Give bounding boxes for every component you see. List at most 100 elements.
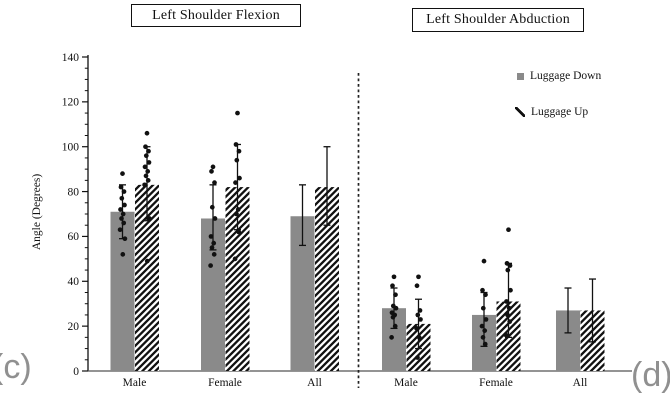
data-point — [415, 312, 421, 318]
data-point — [144, 130, 150, 136]
data-point — [117, 227, 123, 233]
data-point — [507, 319, 513, 325]
data-point — [211, 240, 217, 246]
subfigure-label-c: (c) — [0, 348, 32, 386]
data-point — [120, 211, 126, 217]
data-point — [506, 227, 511, 233]
data-point — [392, 323, 398, 329]
luggage-up-swatch-icon — [515, 107, 525, 117]
data-point — [393, 292, 398, 298]
data-point — [120, 252, 126, 257]
data-point — [503, 332, 509, 338]
x-tick-label-left-shoulder-flexion-all: All — [307, 377, 322, 389]
data-point — [234, 157, 240, 163]
data-point — [145, 169, 151, 174]
data-point — [210, 164, 216, 170]
data-point — [147, 216, 152, 221]
x-tick-label-left-shoulder-abduction-all: All — [573, 377, 588, 389]
data-point — [209, 245, 215, 250]
data-point — [390, 283, 395, 289]
data-point — [146, 160, 152, 165]
data-point — [235, 110, 240, 116]
y-axis-tick-label: 40 — [68, 276, 80, 288]
x-tick-label-left-shoulder-flexion-male: Male — [123, 377, 147, 389]
data-point — [143, 173, 149, 179]
data-point — [211, 252, 217, 257]
data-point — [415, 355, 420, 360]
y-axis-tick-label: 120 — [62, 97, 80, 109]
data-point — [122, 202, 127, 208]
data-point — [481, 258, 487, 264]
data-point — [145, 178, 151, 183]
data-point — [142, 182, 147, 188]
data-point — [232, 256, 238, 262]
legend-label-luggage-up: Luggage Up — [531, 106, 589, 118]
legend-label-luggage-down: Luggage Down — [530, 70, 602, 82]
data-point — [417, 308, 423, 313]
data-point — [121, 220, 127, 226]
data-point — [505, 267, 511, 273]
data-point — [480, 335, 486, 340]
data-point — [143, 144, 148, 150]
data-point — [416, 335, 422, 340]
data-point — [122, 236, 128, 242]
data-point — [118, 207, 123, 212]
data-point — [506, 305, 512, 311]
y-axis-tick-label: 0 — [73, 366, 79, 378]
data-point — [414, 326, 419, 331]
data-point — [208, 234, 214, 239]
y-axis-tick-label: 140 — [62, 52, 80, 64]
data-point — [209, 169, 214, 174]
data-point — [234, 211, 239, 217]
data-point — [212, 180, 217, 185]
data-point — [212, 216, 218, 221]
data-point — [414, 283, 420, 289]
data-point — [233, 142, 239, 147]
x-tick-label-left-shoulder-abduction-female: Female — [479, 377, 513, 389]
data-point — [235, 207, 241, 212]
data-point — [483, 292, 488, 298]
data-point — [482, 328, 488, 333]
y-axis-tick-label: 60 — [68, 231, 80, 243]
data-point — [480, 287, 485, 293]
data-point — [504, 299, 509, 304]
data-point — [118, 184, 124, 190]
data-point — [480, 305, 486, 311]
luggage-down-swatch-icon — [517, 72, 524, 80]
legend-item-luggage-up: Luggage Up — [515, 106, 588, 118]
data-point — [146, 148, 151, 154]
data-point — [143, 153, 149, 159]
data-point — [209, 204, 215, 210]
data-point — [483, 317, 489, 322]
data-point — [482, 341, 488, 347]
y-axis-label: Angle (Degrees) — [31, 173, 43, 251]
data-point — [416, 274, 421, 280]
data-point — [389, 335, 394, 340]
data-point — [237, 175, 242, 181]
panel-title-abduction: Left Shoulder Abduction — [412, 8, 584, 32]
data-point — [236, 148, 242, 154]
panel-title-flexion: Left Shoulder Flexion — [131, 4, 301, 27]
x-tick-label-left-shoulder-flexion-female: Female — [208, 377, 242, 389]
data-point — [121, 189, 127, 194]
data-point — [120, 171, 125, 176]
data-point — [391, 274, 397, 280]
legend-item-luggage-down: Luggage Down — [517, 70, 601, 82]
data-point — [393, 305, 399, 311]
y-axis-tick-label: 20 — [68, 321, 80, 333]
data-point — [479, 323, 485, 329]
data-point — [505, 312, 510, 318]
data-point — [144, 258, 150, 264]
data-point — [390, 314, 396, 320]
y-axis-tick-label: 80 — [68, 186, 80, 198]
data-point — [418, 317, 423, 322]
data-point — [119, 216, 124, 221]
data-point — [233, 180, 238, 185]
data-point — [119, 195, 125, 201]
y-axis-tick-label: 100 — [62, 142, 80, 154]
data-point — [507, 263, 513, 268]
data-point — [236, 229, 242, 235]
